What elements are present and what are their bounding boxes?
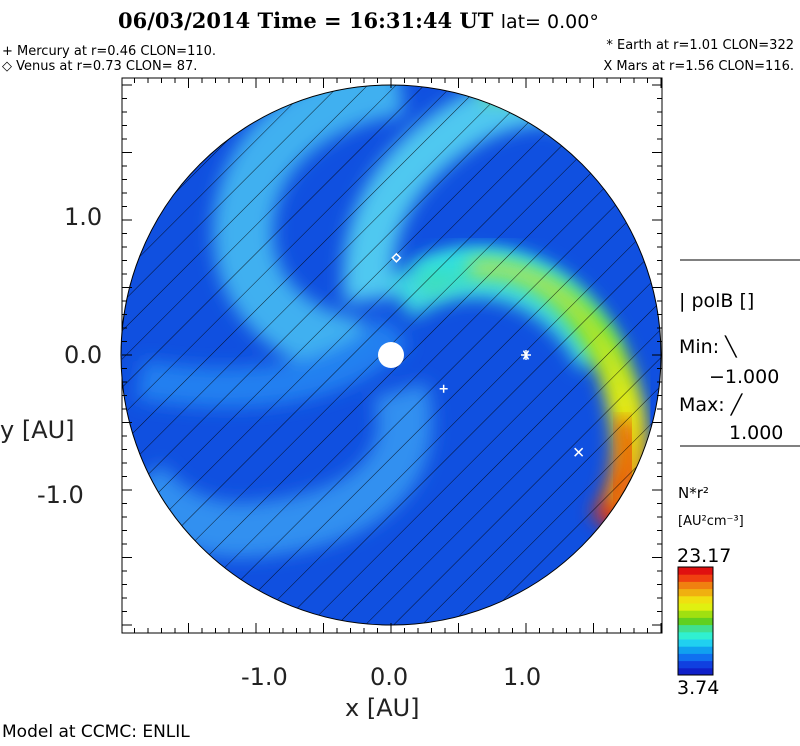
polarity-min-label: Min: ╲ xyxy=(679,336,737,358)
title-lat: lat= 0.00° xyxy=(500,11,599,33)
plot-title: 06/03/2014 Time = 16:31:44 UT lat= 0.00° xyxy=(118,8,599,33)
planet-earth xyxy=(521,350,531,360)
colorbar-swatch xyxy=(678,595,713,604)
axis-ticks xyxy=(122,78,662,633)
y-tick-label: 1.0 xyxy=(64,203,103,231)
y-axis-label: y [AU] xyxy=(0,416,75,444)
colorbar-quantity: N*r² xyxy=(678,484,709,502)
colorbar-max: 23.17 xyxy=(677,545,732,567)
colorbar-swatch xyxy=(678,660,713,669)
colorbar-swatch xyxy=(678,610,713,618)
polarity-label: | polB [] xyxy=(679,290,755,312)
legend-mars: X Mars at r=1.56 CLON=116. xyxy=(603,59,794,74)
colorbar-swatch xyxy=(678,588,713,597)
y-tick-label: 0.0 xyxy=(64,341,103,369)
colorbar-units: [AU²cm⁻³] xyxy=(678,514,744,529)
planet-markers xyxy=(391,252,584,457)
colorbar-swatch xyxy=(678,639,713,647)
title-date-time: 06/03/2014 Time = 16:31:44 UT xyxy=(118,8,494,33)
colorbar-swatch xyxy=(678,653,713,662)
x-tick-label: 1.0 xyxy=(503,663,542,691)
polarity-max-label: Max: ╱ xyxy=(679,394,743,416)
colorbar-swatch xyxy=(678,603,713,611)
legend-mercury: + Mercury at r=0.46 CLON=110. xyxy=(2,44,217,59)
x-tick-label: -1.0 xyxy=(241,663,288,691)
legend-venus: ◇ Venus at r=0.73 CLON= 87. xyxy=(2,59,198,74)
planet-mercury xyxy=(439,384,448,393)
planet-mars xyxy=(574,447,584,457)
colorbar-swatch xyxy=(678,646,713,654)
sun-inner-boundary xyxy=(378,342,404,368)
colorbar xyxy=(677,566,714,676)
legend-earth: * Earth at r=1.01 CLON=322 xyxy=(606,38,794,53)
colorbar-swatch xyxy=(678,581,713,590)
footer-credit: Model at CCMC: ENLIL xyxy=(2,722,190,742)
x-axis-label: x [AU] xyxy=(345,694,420,722)
colorbar-min: 3.74 xyxy=(677,677,720,699)
polarity-max-value: 1.000 xyxy=(729,422,784,444)
planet-venus xyxy=(391,252,402,263)
colorbar-swatch xyxy=(678,631,713,640)
colorbar-swatch xyxy=(678,667,713,676)
polarity-min-value: −1.000 xyxy=(709,366,780,388)
y-tick-label: -1.0 xyxy=(37,481,84,509)
colorbar-swatch xyxy=(678,574,713,582)
x-tick-label: 0.0 xyxy=(370,663,409,691)
colorbar-swatch xyxy=(678,624,713,633)
colorbar-swatch xyxy=(678,617,713,626)
colorbar-swatch xyxy=(678,567,713,575)
colorbar-border xyxy=(677,566,714,676)
